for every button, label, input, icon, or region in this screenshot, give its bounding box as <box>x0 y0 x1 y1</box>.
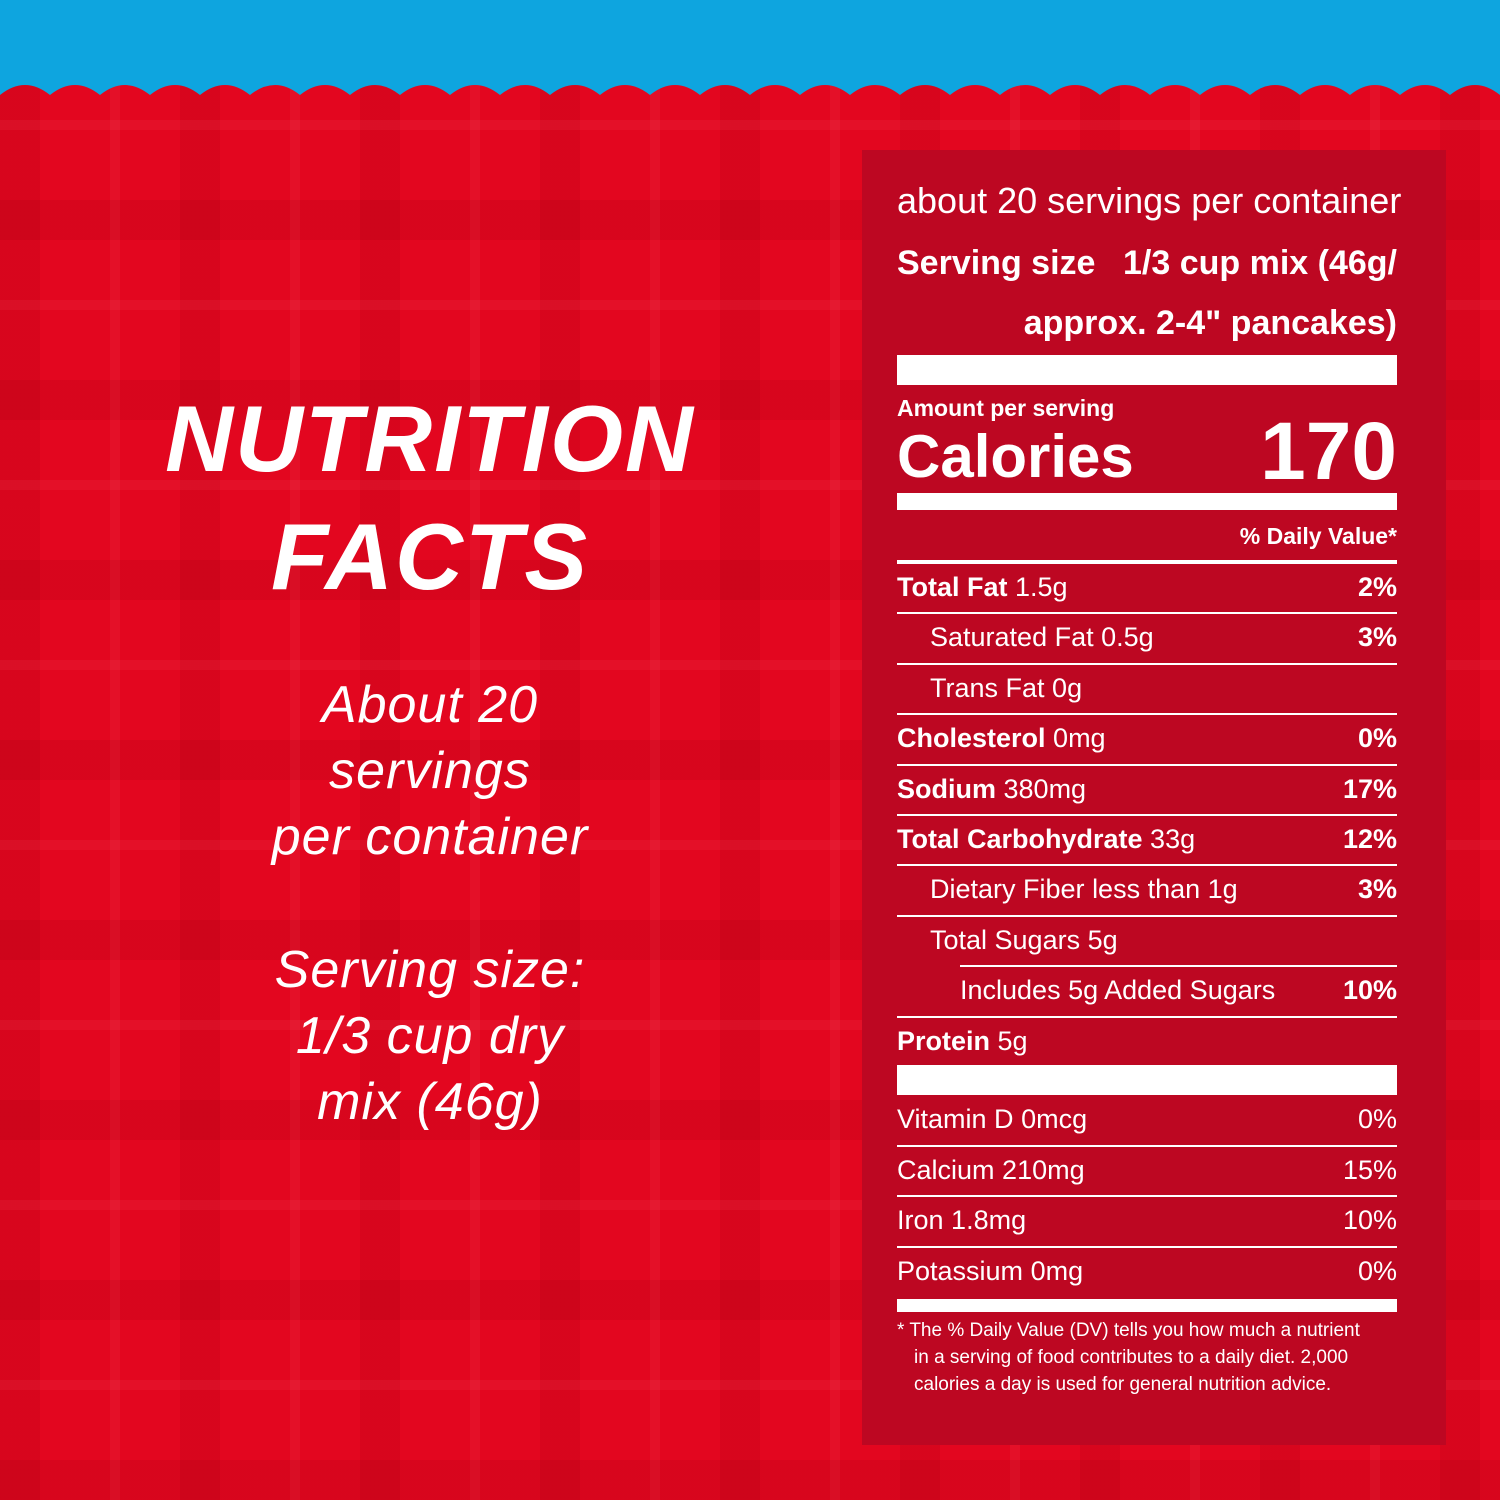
serving-size-value: 1/3 cup mix (46g/ <box>1123 244 1397 282</box>
nutrient-row: Protein 5g <box>897 1026 1028 1057</box>
vitamin-amount: 0mcg <box>1021 1104 1088 1134</box>
rule <box>960 965 1397 968</box>
nutrient-name: Dietary Fiber <box>930 874 1085 905</box>
serving-size-label: Serving size <box>897 244 1096 282</box>
nutrient-row: Includes 5g Added Sugars <box>960 975 1275 1006</box>
rule <box>897 713 1397 716</box>
rule <box>897 1195 1397 1197</box>
vitamin-row: Potassium 0mg <box>897 1256 1083 1287</box>
vitamin-dv: 15% <box>1342 1154 1397 1185</box>
nutrient-dv: 3% <box>1357 874 1397 905</box>
rule <box>897 814 1397 816</box>
nutrient-name: Cholesterol <box>897 723 1046 754</box>
nutrient-amount: 0.5g <box>1101 622 1154 653</box>
rule <box>897 864 1397 867</box>
footnote-line: calories a day is used for general nutri… <box>914 1374 1332 1395</box>
nutrient-name: Total Carbohydrate <box>897 824 1143 854</box>
blue-wave-band <box>0 0 1500 95</box>
nutrient-row: Total Carbohydrate 33g <box>897 824 1195 855</box>
rule <box>897 1144 1397 1147</box>
nutrient-dv: 2% <box>1357 572 1397 602</box>
rule <box>897 1065 1397 1095</box>
footnote-line: in a serving of food contributes to a da… <box>914 1347 1349 1368</box>
calories-value: 170 <box>1260 406 1397 497</box>
vitamin-name: Potassium <box>897 1255 1024 1286</box>
vitamin-name: Iron <box>897 1205 944 1235</box>
calories-label: Calories <box>897 423 1134 490</box>
amount-per-serving: Amount per serving <box>897 395 1115 421</box>
nutrient-amount: less than 1g <box>1092 874 1238 905</box>
nutrient-name: Trans Fat <box>930 672 1045 703</box>
serving-size-line: Serving size: <box>274 941 586 999</box>
vitamin-name: Vitamin D <box>897 1104 1014 1134</box>
nutrient-name: Total Fat <box>897 572 1008 602</box>
nutrient-amount: 5g <box>1087 924 1118 955</box>
nutrient-name: Includes 5g Added Sugars <box>960 975 1276 1006</box>
nutrient-name: Saturated Fat <box>930 622 1094 653</box>
rule <box>897 355 1397 385</box>
nutrient-row: Total Fat 1.5g <box>897 572 1068 603</box>
serving-size-value: approx. 2-4" pancakes) <box>1023 304 1397 342</box>
servings-per-container: about 20 servings per container <box>897 180 1402 221</box>
nutrient-dv: 10% <box>1342 975 1397 1006</box>
rule <box>897 662 1397 665</box>
nutrient-row: Total Sugars 5g <box>930 925 1118 956</box>
nutrient-dv: 12% <box>1342 824 1397 854</box>
rule <box>897 1245 1397 1248</box>
vitamin-row: Vitamin D 0mcg <box>897 1104 1087 1135</box>
vitamin-amount: 0mg <box>1030 1255 1084 1286</box>
serving-size-line: mix (46g) <box>317 1073 543 1131</box>
nutrient-row: Saturated Fat 0.5g <box>930 622 1154 653</box>
rule <box>897 560 1397 564</box>
nutrient-row: Trans Fat 0g <box>930 673 1082 704</box>
nutrient-row: Dietary Fiber less than 1g <box>930 874 1238 905</box>
nutrient-dv: 17% <box>1342 773 1397 804</box>
vitamin-amount: 210mg <box>1002 1154 1085 1185</box>
vitamin-dv: 0% <box>1357 1104 1397 1134</box>
rule <box>897 1015 1397 1018</box>
vitamin-dv: 10% <box>1342 1205 1397 1235</box>
nutrient-amount: 1.5g <box>1015 572 1068 602</box>
vitamin-row: Calcium 210mg <box>897 1155 1085 1186</box>
title-line: FACTS <box>270 504 590 609</box>
servings-line: per container <box>271 808 589 866</box>
footnote-line: * The % Daily Value (DV) tells you how m… <box>897 1320 1360 1341</box>
nutrient-amount: 0g <box>1052 672 1083 703</box>
title-line: NUTRITION <box>165 386 695 491</box>
nutrient-name: Sodium <box>897 773 996 804</box>
nutrient-row: Cholesterol 0mg <box>897 723 1106 754</box>
nutrient-dv: 0% <box>1357 723 1397 754</box>
nutrient-name: Protein <box>897 1025 991 1056</box>
vitamin-row: Iron 1.8mg <box>897 1205 1026 1236</box>
vitamin-amount: 1.8mg <box>951 1205 1027 1235</box>
nutrient-name: Total Sugars <box>930 924 1081 955</box>
rule <box>897 1299 1397 1312</box>
servings-line: servings <box>329 742 531 800</box>
nutrition-label: about 20 servings per container Serving s… <box>862 150 1446 1445</box>
rule <box>897 763 1397 766</box>
nutrient-amount: 5g <box>997 1025 1028 1056</box>
servings-line: About 20 <box>321 676 539 734</box>
vitamin-name: Calcium <box>897 1154 995 1185</box>
daily-value-header: % Daily Value* <box>1239 523 1397 549</box>
serving-size-line: 1/3 cup dry <box>295 1007 565 1065</box>
nutrient-amount: 380mg <box>1003 773 1087 804</box>
nutrient-dv: 3% <box>1357 622 1397 653</box>
wave <box>0 0 1500 95</box>
nutrient-amount: 0mg <box>1053 723 1106 754</box>
rule <box>897 914 1397 917</box>
nutrient-amount: 33g <box>1150 824 1196 854</box>
rule <box>897 612 1397 615</box>
nutrient-row: Sodium 380mg <box>897 774 1086 805</box>
rule <box>897 493 1397 510</box>
vitamin-dv: 0% <box>1357 1255 1397 1286</box>
